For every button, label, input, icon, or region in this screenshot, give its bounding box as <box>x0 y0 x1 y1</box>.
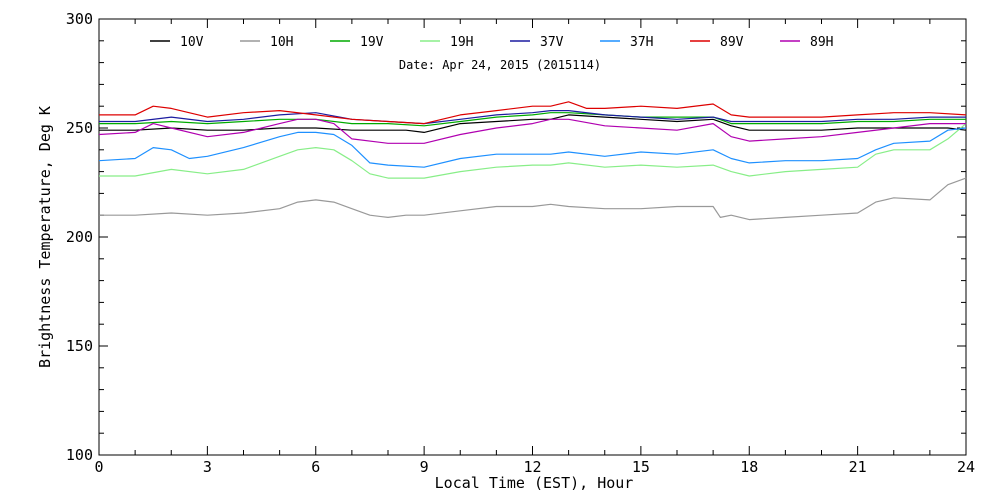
legend-label: 37H <box>630 35 653 50</box>
series-line-19h <box>99 123 967 179</box>
x-tick-label: 24 <box>957 458 975 476</box>
legend-label: 10V <box>180 35 204 50</box>
legend-item-37v: 37V <box>510 35 564 50</box>
x-tick-label: 0 <box>94 458 103 476</box>
legend-item-37h: 37H <box>600 35 653 50</box>
y-tick-label: 250 <box>66 119 93 137</box>
series-lines <box>98 101 967 221</box>
y-tick-label: 100 <box>66 446 93 464</box>
series-line-89v <box>99 101 967 125</box>
x-axis-label: Local Time (EST), Hour <box>435 474 634 492</box>
x-tick-label: 9 <box>420 458 429 476</box>
legend-label: 37V <box>540 35 564 50</box>
legend: 10V 10H 19V 19H 37V 37H 89V 89H <box>150 35 833 50</box>
legend-item-19h: 19H <box>420 35 473 50</box>
legend-item-89h: 89H <box>780 35 833 50</box>
y-tick-labels: 100 150 200 250 300 <box>66 10 93 464</box>
legend-item-19v: 19V <box>330 35 384 50</box>
x-tick-label: 21 <box>849 458 867 476</box>
x-tick-label: 18 <box>740 458 758 476</box>
legend-item-89v: 89V <box>690 35 744 50</box>
legend-label: 89V <box>720 35 744 50</box>
series-line-89h <box>98 118 966 144</box>
legend-label: 89H <box>810 35 833 50</box>
x-tick-labels: 0 3 6 9 12 15 18 21 24 <box>94 458 975 476</box>
x-tick-label: 3 <box>203 458 212 476</box>
y-tick-label: 200 <box>66 228 93 246</box>
axis-ticks <box>98 18 967 456</box>
chart-subtitle: Date: Apr 24, 2015 (2015114) <box>399 58 601 72</box>
series-line-19v <box>99 112 966 127</box>
y-tick-label: 150 <box>66 337 93 355</box>
legend-item-10h: 10H <box>240 35 293 50</box>
y-axis-label: Brightness Temperature, Deg K <box>36 106 54 368</box>
legend-label: 19V <box>360 35 384 50</box>
legend-label: 19H <box>450 35 473 50</box>
legend-label: 10H <box>270 35 293 50</box>
series-line-37v <box>99 109 966 125</box>
series-line-37h <box>98 127 967 168</box>
x-tick-label: 12 <box>523 458 541 476</box>
y-tick-label: 300 <box>66 10 93 28</box>
legend-item-10v: 10V <box>150 35 204 50</box>
plot-frame <box>98 18 967 456</box>
x-tick-label: 15 <box>632 458 650 476</box>
x-tick-label: 6 <box>311 458 320 476</box>
series-line-10h <box>99 177 967 221</box>
